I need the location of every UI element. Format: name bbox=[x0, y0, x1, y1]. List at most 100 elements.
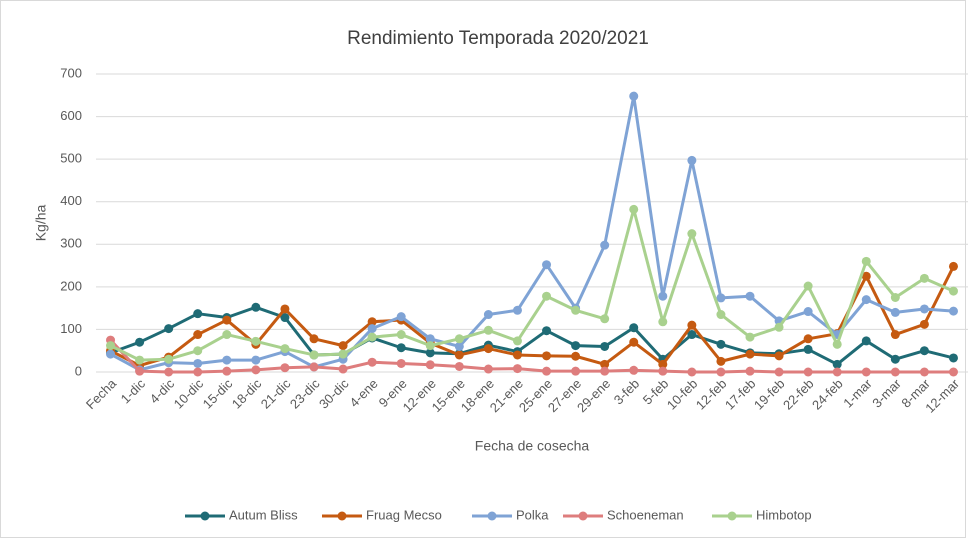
point bbox=[803, 334, 813, 344]
point bbox=[861, 336, 871, 346]
x-axis-title: Fecha de cosecha bbox=[475, 438, 590, 454]
point bbox=[222, 355, 232, 365]
point bbox=[890, 293, 900, 302]
point bbox=[716, 339, 726, 349]
point bbox=[832, 339, 842, 349]
point bbox=[396, 343, 406, 353]
point bbox=[193, 367, 203, 377]
legend-item: Schoeneman bbox=[563, 507, 684, 522]
point bbox=[774, 322, 784, 332]
point bbox=[425, 341, 435, 351]
point bbox=[309, 334, 319, 344]
point bbox=[135, 337, 145, 347]
point bbox=[803, 307, 813, 317]
point bbox=[396, 330, 406, 340]
point bbox=[222, 315, 232, 325]
point bbox=[367, 324, 377, 334]
point bbox=[658, 359, 668, 369]
point bbox=[832, 367, 842, 377]
point bbox=[251, 365, 261, 375]
point bbox=[774, 367, 784, 377]
point bbox=[280, 344, 290, 354]
legend-marker bbox=[578, 511, 588, 521]
y-tick-label: 500 bbox=[60, 151, 82, 166]
point bbox=[600, 314, 610, 324]
point bbox=[803, 281, 813, 291]
point bbox=[425, 348, 435, 358]
point bbox=[222, 330, 232, 340]
point bbox=[280, 304, 290, 314]
point bbox=[629, 91, 639, 101]
point bbox=[309, 362, 319, 372]
point bbox=[745, 291, 755, 301]
y-tick-label: 300 bbox=[60, 236, 82, 251]
point bbox=[309, 350, 319, 360]
point bbox=[106, 349, 116, 359]
point bbox=[280, 363, 290, 373]
point bbox=[251, 355, 261, 365]
point bbox=[919, 367, 929, 377]
point bbox=[890, 367, 900, 377]
legend-label: Schoeneman bbox=[607, 507, 684, 522]
point bbox=[512, 364, 522, 374]
point bbox=[193, 309, 203, 319]
legend-item: Autum Bliss bbox=[185, 507, 298, 522]
point bbox=[716, 310, 726, 320]
point bbox=[483, 344, 493, 354]
legend-marker bbox=[727, 511, 737, 521]
point bbox=[600, 341, 610, 351]
point bbox=[542, 351, 552, 361]
point bbox=[164, 367, 174, 377]
point bbox=[367, 317, 377, 327]
legend-item: Polka bbox=[472, 507, 549, 522]
point bbox=[890, 354, 900, 364]
point bbox=[425, 360, 435, 370]
series-line bbox=[109, 94, 954, 372]
legend-item: Himbotop bbox=[712, 507, 812, 522]
point bbox=[338, 364, 348, 374]
point bbox=[948, 286, 958, 296]
point bbox=[629, 337, 639, 347]
point bbox=[425, 334, 435, 344]
point bbox=[919, 273, 929, 283]
y-tick-label: 600 bbox=[60, 108, 82, 123]
point bbox=[716, 356, 726, 366]
point bbox=[629, 365, 639, 375]
point bbox=[164, 324, 174, 334]
point bbox=[571, 341, 581, 351]
legend-label: Himbotop bbox=[756, 507, 812, 522]
point bbox=[193, 330, 203, 340]
point bbox=[687, 320, 697, 330]
point bbox=[919, 304, 929, 314]
point bbox=[629, 204, 639, 214]
point bbox=[454, 334, 464, 344]
point bbox=[745, 366, 755, 376]
point bbox=[542, 326, 552, 336]
y-tick-label: 200 bbox=[60, 278, 82, 293]
point bbox=[745, 332, 755, 342]
legend-label: Polka bbox=[516, 507, 549, 522]
point bbox=[600, 359, 610, 369]
point bbox=[512, 350, 522, 360]
point bbox=[396, 312, 406, 322]
point bbox=[367, 357, 377, 367]
point bbox=[571, 305, 581, 315]
point bbox=[512, 305, 522, 315]
point bbox=[861, 295, 871, 305]
point bbox=[658, 317, 668, 327]
point bbox=[135, 366, 145, 376]
point bbox=[571, 351, 581, 361]
point bbox=[890, 307, 900, 317]
legend-marker bbox=[200, 511, 210, 521]
point bbox=[135, 355, 145, 365]
y-tick-label: 0 bbox=[75, 363, 82, 378]
series-line bbox=[110, 305, 954, 366]
point bbox=[542, 291, 552, 301]
point bbox=[861, 256, 871, 266]
point bbox=[338, 349, 348, 359]
point bbox=[687, 229, 697, 239]
point bbox=[512, 336, 522, 346]
y-tick-label: 400 bbox=[60, 193, 82, 208]
point bbox=[454, 361, 464, 371]
